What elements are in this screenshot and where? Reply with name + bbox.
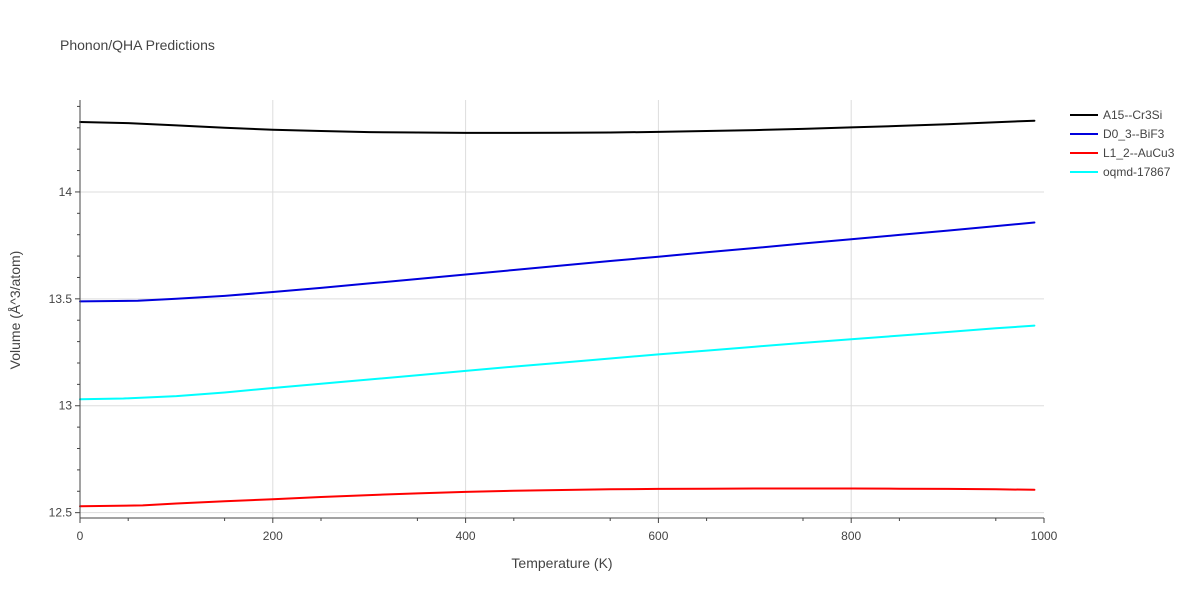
- ticks-layer: 0 200 400 600 800 1000 12.5 13 13.5 14: [49, 105, 1058, 543]
- series-line-oqmd-17867[interactable]: [79, 324, 1036, 401]
- legend-label: D0_3--BiF3: [1103, 127, 1165, 141]
- y-tick-label: 13: [59, 399, 73, 413]
- legend-label: oqmd-17867: [1103, 165, 1171, 179]
- x-axis-title: Temperature (K): [511, 555, 612, 571]
- x-tick-label: 600: [648, 529, 668, 543]
- legend-item[interactable]: A15--Cr3Si: [1070, 108, 1162, 122]
- x-tick-label: 200: [263, 529, 283, 543]
- series-line-l1-2-aucu3[interactable]: [79, 487, 1036, 508]
- x-tick-label: 1000: [1031, 529, 1058, 543]
- series-line-a15-cr3si[interactable]: [79, 119, 1036, 134]
- legend-item[interactable]: oqmd-17867: [1070, 165, 1171, 179]
- y-axis-title: Volume (Å^3/atom): [7, 251, 23, 370]
- x-tick-label: 0: [77, 529, 84, 543]
- y-tick-label: 13.5: [49, 292, 73, 306]
- series-line-d0-3-bif3[interactable]: [79, 221, 1036, 303]
- series-layer: [79, 119, 1036, 508]
- y-tick-label: 14: [59, 185, 73, 199]
- legend-label: L1_2--AuCu3: [1103, 146, 1175, 160]
- legend-item[interactable]: L1_2--AuCu3: [1070, 146, 1175, 160]
- grid-layer: [80, 100, 1044, 518]
- x-tick-label: 800: [841, 529, 861, 543]
- y-tick-label: 12.5: [49, 506, 73, 520]
- axes-layer: [79, 100, 1044, 519]
- legend[interactable]: A15--Cr3Si D0_3--BiF3 L1_2--AuCu3 oqmd-1786…: [1070, 108, 1175, 179]
- chart-title: Phonon/QHA Predictions: [60, 37, 215, 53]
- legend-item[interactable]: D0_3--BiF3: [1070, 127, 1165, 141]
- legend-label: A15--Cr3Si: [1103, 108, 1162, 122]
- x-tick-label: 400: [456, 529, 476, 543]
